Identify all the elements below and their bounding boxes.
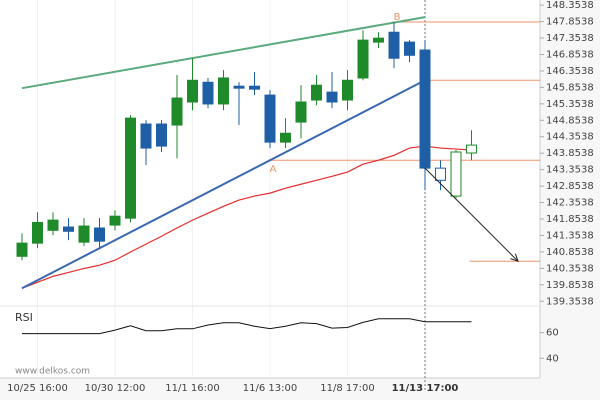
candle-body bbox=[357, 39, 369, 79]
moving-average bbox=[21, 145, 472, 289]
x-tick-label: 11/1 16:00 bbox=[165, 383, 219, 394]
candle-body bbox=[466, 144, 477, 154]
candle-body bbox=[249, 85, 260, 90]
forecast-arrow bbox=[424, 167, 519, 262]
x-tick-label: 11/6 13:00 bbox=[243, 383, 297, 394]
y-tick-label: 145.3538 bbox=[546, 99, 594, 110]
y-tick-label: 143.3538 bbox=[546, 165, 594, 176]
candle-body bbox=[435, 167, 446, 181]
candle-body bbox=[218, 77, 229, 105]
watermark: www.delkos.com bbox=[15, 367, 90, 377]
y-tick-label: 147.3538 bbox=[546, 33, 594, 44]
candle-body bbox=[295, 101, 307, 123]
candle-body bbox=[78, 225, 90, 243]
y-tick-label: 139.8538 bbox=[546, 280, 594, 291]
y-tick-label: 141.8538 bbox=[546, 214, 594, 225]
x-tick-label: 10/25 16:00 bbox=[7, 383, 68, 394]
y-tick-label: 146.3538 bbox=[546, 66, 594, 77]
y-tick-label: 142.3538 bbox=[546, 198, 594, 209]
candle-body bbox=[342, 79, 353, 101]
y-tick-label: 144.3538 bbox=[546, 132, 594, 143]
candle-body bbox=[171, 97, 183, 126]
candle-body bbox=[16, 242, 28, 257]
y-tick-label: 147.8538 bbox=[546, 17, 594, 28]
candle-body bbox=[63, 226, 74, 232]
y-tick-label: 145.8538 bbox=[546, 82, 594, 93]
candle-body bbox=[311, 84, 322, 101]
candle-body bbox=[264, 94, 276, 143]
candle-body bbox=[202, 81, 214, 105]
candle-body bbox=[187, 79, 198, 103]
candle-body bbox=[140, 123, 152, 149]
candle-body bbox=[156, 123, 167, 147]
candle-body bbox=[233, 85, 245, 89]
y-tick-label: 40 bbox=[546, 353, 559, 364]
support-line bbox=[21, 79, 426, 290]
y-axis-band bbox=[540, 0, 600, 400]
candle-body bbox=[47, 219, 59, 231]
x-axis-band bbox=[0, 378, 540, 400]
candle-body bbox=[404, 41, 415, 56]
resistance-line bbox=[21, 16, 426, 90]
rsi-title: RSI bbox=[15, 311, 33, 324]
candle-body bbox=[94, 227, 105, 242]
candle-body bbox=[125, 117, 136, 219]
y-tick-label: 144.8538 bbox=[546, 115, 594, 126]
candle-body bbox=[373, 37, 384, 43]
level-label: B bbox=[394, 12, 401, 23]
y-tick-label: 139.3538 bbox=[546, 296, 594, 307]
x-tick-label: 10/30 12:00 bbox=[85, 383, 146, 394]
arrow-head bbox=[510, 253, 519, 263]
candle-body bbox=[388, 31, 400, 59]
y-tick-label: 60 bbox=[546, 328, 559, 339]
y-tick-label: 142.8538 bbox=[546, 181, 594, 192]
candle-body bbox=[419, 49, 431, 169]
y-tick-label: 143.8538 bbox=[546, 148, 594, 159]
rsi-line bbox=[22, 318, 472, 335]
candle-body bbox=[450, 151, 462, 197]
y-tick-label: 140.8538 bbox=[546, 247, 594, 258]
y-tick-label: 146.8538 bbox=[546, 49, 594, 60]
candle-body bbox=[326, 91, 338, 103]
x-tick-label: 11/8 17:00 bbox=[320, 383, 374, 394]
candle-body bbox=[32, 221, 43, 244]
y-tick-label: 141.3538 bbox=[546, 230, 594, 241]
y-tick-label: 148.3538 bbox=[546, 0, 594, 11]
y-tick-label: 140.3538 bbox=[546, 263, 594, 274]
candle-body bbox=[109, 215, 121, 226]
candle-body bbox=[280, 132, 291, 143]
level-label: A bbox=[270, 164, 277, 175]
